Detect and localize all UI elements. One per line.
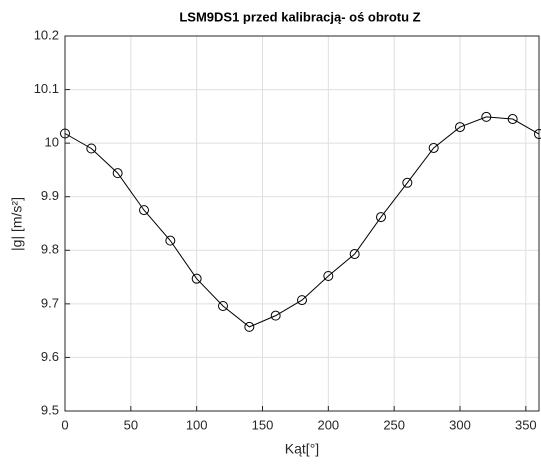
data-point bbox=[139, 205, 149, 216]
data-point bbox=[402, 177, 413, 188]
chart-title: LSM9DS1 przed kalibracją- oś obrotu Z bbox=[179, 9, 420, 24]
axes-box bbox=[64, 35, 540, 412]
data-point bbox=[507, 114, 518, 125]
y-axis-label: |g| [m/s²] bbox=[9, 197, 25, 251]
data-point bbox=[244, 321, 255, 332]
x-tick-label: 300 bbox=[449, 417, 471, 432]
x-tick-label: 250 bbox=[383, 417, 405, 432]
y-tick-label: 10 bbox=[45, 135, 59, 150]
data-point bbox=[112, 168, 123, 179]
data-point bbox=[270, 310, 281, 321]
y-tick-label: 9.8 bbox=[41, 242, 59, 257]
x-tick-label: 350 bbox=[515, 417, 537, 432]
data-point bbox=[534, 129, 541, 140]
data-point bbox=[218, 301, 228, 311]
x-tick-label: 0 bbox=[61, 417, 68, 432]
data-point bbox=[428, 142, 439, 153]
data-point bbox=[349, 249, 360, 260]
y-tick-label: 9.9 bbox=[41, 188, 59, 203]
data-point bbox=[455, 122, 465, 133]
data-point bbox=[86, 143, 97, 154]
y-tick-label: 9.6 bbox=[41, 349, 59, 364]
plot-area bbox=[65, 36, 539, 411]
data-point bbox=[60, 128, 70, 139]
data-point bbox=[376, 212, 386, 223]
data-point bbox=[481, 111, 492, 122]
data-line bbox=[64, 116, 540, 328]
x-tick-label: 100 bbox=[186, 417, 208, 432]
y-tick-label: 10.2 bbox=[34, 27, 59, 42]
data-point bbox=[165, 235, 176, 246]
x-tick-label: 200 bbox=[317, 417, 339, 432]
data-point bbox=[297, 295, 307, 306]
y-tick-label: 9.5 bbox=[41, 402, 59, 417]
data-point bbox=[323, 271, 334, 281]
y-tick-label: 10.1 bbox=[34, 81, 59, 96]
x-axis-label: Kąt[°] bbox=[285, 441, 319, 457]
data-point bbox=[191, 273, 202, 284]
y-tick-label: 9.7 bbox=[41, 295, 59, 310]
x-tick-label: 150 bbox=[252, 417, 274, 432]
x-tick-label: 50 bbox=[124, 417, 138, 432]
